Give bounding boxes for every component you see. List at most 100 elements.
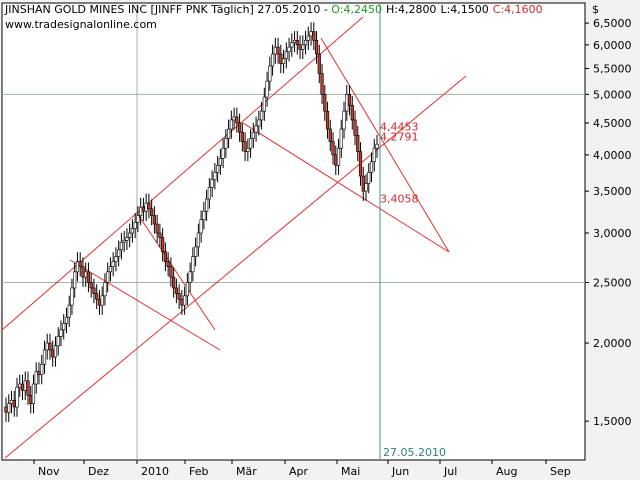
candle <box>254 116 258 142</box>
candle <box>161 228 165 262</box>
candle <box>73 262 77 298</box>
candle <box>130 219 135 243</box>
candle <box>177 284 181 309</box>
candle <box>67 295 71 327</box>
candle <box>163 242 167 272</box>
x-axis: Nov Dez 2010 Feb Mär Apr Mai Jun Jul Aug Sep <box>33 460 571 478</box>
candle <box>237 113 242 142</box>
candle <box>108 257 113 282</box>
candle <box>336 138 341 175</box>
candle <box>188 262 192 293</box>
candle <box>196 223 200 257</box>
candle <box>213 163 217 190</box>
candle <box>210 170 214 197</box>
candle <box>224 129 228 158</box>
chart-title: JINSHAN GOLD MINES INC [JINFF PNK Täglic… <box>4 3 543 16</box>
trendline-5 <box>320 37 450 253</box>
trendlines <box>1 16 467 459</box>
candle <box>375 134 379 158</box>
candle <box>342 101 346 139</box>
candle <box>372 138 376 172</box>
plot-area <box>1 2 586 461</box>
candles <box>4 22 379 422</box>
candle <box>133 213 137 239</box>
candle <box>70 278 74 315</box>
price-label-2: 3,4058 <box>380 193 419 206</box>
candle <box>367 163 371 194</box>
x-tick-label-6: Mai <box>341 465 360 478</box>
candle <box>166 252 170 277</box>
candle <box>356 125 360 162</box>
x-tick-label-8: Jul <box>443 465 457 478</box>
candle <box>114 247 118 272</box>
x-tick-label-7: Jun <box>391 465 409 478</box>
candle <box>262 87 266 121</box>
candle <box>199 210 203 243</box>
candle <box>89 273 93 298</box>
candle <box>323 84 327 121</box>
x-tick-label-1: Dez <box>88 465 109 478</box>
candle <box>235 107 239 133</box>
candle <box>26 371 30 405</box>
y-tick-label-4: 3,5000 <box>593 185 632 198</box>
candle <box>15 377 19 417</box>
candle <box>369 152 374 183</box>
candle <box>150 199 154 226</box>
grid <box>2 3 585 460</box>
candle <box>353 110 357 145</box>
y-tick-label-3: 3,0000 <box>593 227 632 240</box>
candle <box>259 101 264 130</box>
candle <box>295 31 299 55</box>
candle <box>314 31 319 64</box>
x-tick-label-0: Nov <box>38 465 60 478</box>
candle <box>347 84 352 116</box>
candle <box>243 132 247 162</box>
candle <box>312 22 316 51</box>
candle <box>301 35 305 60</box>
candle <box>216 155 220 183</box>
current-date-label: 27.05.2010 <box>383 446 446 459</box>
currency-symbol: $ <box>592 3 599 16</box>
candle <box>328 119 332 152</box>
candle <box>303 31 308 55</box>
candle <box>42 340 47 374</box>
trendline-3 <box>136 212 216 331</box>
y-tick-label-2: 2,5000 <box>593 276 632 289</box>
low-value: L:4,1500 <box>440 3 488 16</box>
candle <box>183 286 187 315</box>
candle <box>339 119 343 158</box>
open-value: O:4,2450 <box>331 3 382 16</box>
candle <box>152 206 157 234</box>
candle <box>158 223 162 248</box>
candle <box>7 394 11 422</box>
y-tick-label-9: 6,0000 <box>593 39 632 52</box>
candle <box>350 96 354 130</box>
candle <box>331 132 335 165</box>
candle <box>218 148 222 175</box>
candle <box>251 122 255 149</box>
y-tick-label-0: 1,5000 <box>593 415 632 428</box>
price-label-0: 4,4453 <box>380 120 419 133</box>
candle <box>147 193 151 219</box>
candle <box>246 138 250 162</box>
y-tick-label-1: 2,0000 <box>593 337 632 350</box>
candle <box>317 44 321 84</box>
candle <box>284 42 288 69</box>
y-tick-label-5: 4,0000 <box>593 149 632 162</box>
candle <box>172 267 176 298</box>
price-label-1: 4,2791 <box>380 131 419 144</box>
y-tick-label-10: 6,5000 <box>593 17 632 30</box>
candle <box>240 122 244 152</box>
candle <box>155 214 159 243</box>
candle <box>100 286 104 315</box>
candle <box>53 336 58 367</box>
candle <box>103 273 107 306</box>
y-tick-label-6: 4,5000 <box>593 117 632 130</box>
trendline-1 <box>4 75 467 459</box>
trendline-2 <box>69 259 221 351</box>
candle <box>227 119 231 149</box>
candle <box>205 189 209 221</box>
candle <box>64 307 69 334</box>
candle <box>265 71 269 107</box>
